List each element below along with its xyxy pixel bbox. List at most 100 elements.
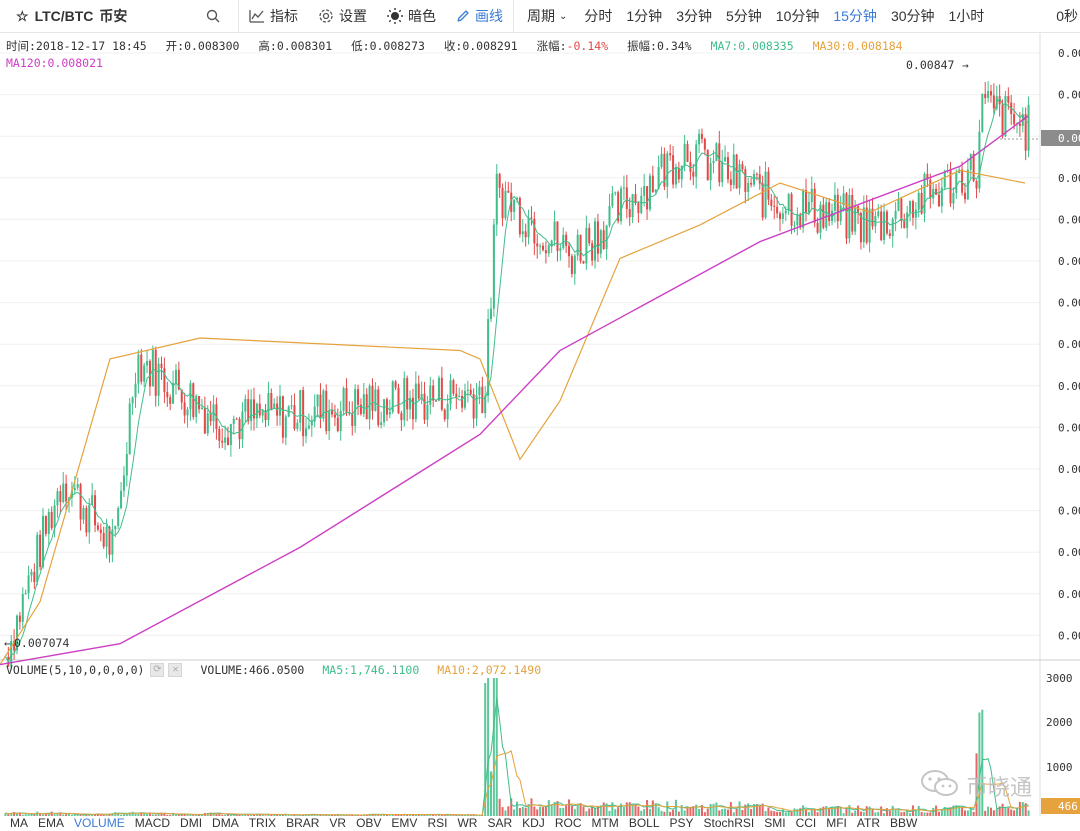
volume-bar — [85, 814, 88, 816]
volume-value: VOLUME:466.0500 — [200, 663, 305, 677]
candle-body — [937, 194, 940, 207]
volume-bar — [620, 803, 623, 816]
volume-bar — [773, 811, 776, 816]
tab-kdj[interactable]: KDJ — [522, 816, 545, 830]
tab-ma[interactable]: MA — [10, 816, 28, 830]
pen-icon — [456, 9, 470, 23]
volume-bar — [293, 814, 296, 816]
tab-smi[interactable]: SMI — [764, 816, 786, 830]
star-icon[interactable]: ☆ — [16, 7, 29, 24]
tab-macd[interactable]: MACD — [134, 816, 171, 830]
tab-dma[interactable]: DMA — [212, 816, 239, 830]
tab-mtm[interactable]: MTM — [591, 816, 619, 830]
volume-bar — [987, 806, 990, 816]
close-icon[interactable]: ✕ — [168, 663, 183, 677]
tab-dmi[interactable]: DMI — [180, 816, 203, 830]
volume-bar — [348, 815, 351, 816]
tab-emv[interactable]: EMV — [391, 816, 418, 830]
candle-body — [568, 245, 571, 257]
tab-psy[interactable]: PSY — [669, 816, 694, 830]
volume-bar — [281, 814, 284, 816]
volume-bar — [264, 815, 267, 816]
volume-bar — [640, 810, 643, 816]
volume-bar — [1015, 807, 1019, 816]
tool-indicator-button[interactable]: 指标 — [239, 6, 308, 26]
candle-body — [137, 354, 140, 384]
candle-body — [383, 399, 386, 423]
candle-body — [744, 169, 747, 192]
candle-body — [955, 173, 958, 193]
candle-body — [536, 243, 539, 247]
tab-cci[interactable]: CCI — [795, 816, 817, 830]
search-icon[interactable] — [206, 9, 238, 23]
candle-body — [160, 363, 163, 369]
period-item[interactable]: 分时 — [584, 8, 613, 24]
refresh-icon[interactable]: ⟳ — [150, 663, 165, 677]
candlestick-chart[interactable]: 0.00 0.00 0.00 0.00 0.00 0.00 0.00 0.00 0.00 0.00… — [0, 33, 1080, 816]
tool-gear-button[interactable]: 设置 — [308, 6, 377, 26]
candle-body — [669, 153, 672, 156]
candle-body — [553, 221, 556, 241]
symbol-selector[interactable]: ☆ LTC/BTC 币安 — [0, 6, 206, 26]
tab-volume[interactable]: VOLUME — [74, 816, 125, 830]
candle-body — [117, 508, 120, 526]
tool-sun-button[interactable]: 暗色 — [377, 6, 446, 26]
candle-body — [148, 361, 151, 387]
tab-roc[interactable]: ROC — [554, 816, 582, 830]
candle-body — [796, 214, 799, 226]
candle-body — [660, 153, 663, 167]
period-item[interactable]: 5分钟 — [725, 8, 762, 24]
volume-bar — [13, 811, 16, 816]
tool-pen-button[interactable]: 画线 — [446, 6, 513, 26]
tab-vr[interactable]: VR — [329, 816, 347, 830]
candle-body — [750, 182, 753, 185]
period-dropdown[interactable]: 周期 ⌄ — [520, 6, 577, 26]
volume-bar — [750, 809, 753, 816]
volume-bar — [498, 798, 501, 816]
volume-bar — [1010, 809, 1013, 816]
tab-trix[interactable]: TRIX — [248, 816, 277, 830]
candle-body — [978, 131, 981, 189]
candle-body — [677, 167, 680, 180]
period-item[interactable]: 1小时 — [948, 8, 985, 24]
period-item[interactable]: 3分钟 — [676, 8, 712, 24]
volume-bar — [125, 813, 128, 816]
tab-sar[interactable]: SAR — [487, 816, 513, 830]
volume-tick-label: 3000 — [1046, 672, 1073, 685]
tab-mfi[interactable]: MFI — [826, 816, 847, 830]
tab-ema[interactable]: EMA — [38, 816, 65, 830]
candle-body — [475, 395, 478, 419]
candle-body — [643, 186, 646, 196]
tab-obv[interactable]: OBV — [356, 816, 382, 830]
volume-bar — [648, 808, 651, 816]
period-item[interactable]: 1分钟 — [626, 8, 663, 24]
volume-bar — [163, 812, 166, 816]
tab-boll[interactable]: BOLL — [628, 816, 660, 830]
period-item[interactable]: 30分钟 — [890, 8, 935, 24]
volume-bar — [82, 815, 85, 816]
candle-body — [484, 395, 487, 414]
volume-bar — [172, 812, 175, 816]
tab-wr[interactable]: WR — [457, 816, 478, 830]
volume-bar — [729, 802, 732, 816]
volume-bar — [848, 805, 851, 816]
candle-body — [267, 393, 270, 421]
tab-atr[interactable]: ATR — [856, 816, 881, 830]
tab-brar[interactable]: BRAR — [286, 816, 320, 830]
tab-rsi[interactable]: RSI — [427, 816, 448, 830]
volume-bar — [88, 813, 91, 816]
candle-body — [91, 495, 94, 505]
countdown: 0秒 — [1056, 8, 1078, 24]
volume-bar — [443, 814, 446, 816]
period-item[interactable]: 10分钟 — [775, 8, 820, 24]
volume-bar — [857, 805, 860, 816]
candle-body — [683, 143, 686, 166]
candle-body — [50, 512, 53, 529]
volume-bar — [380, 814, 383, 816]
period-item[interactable]: 15分钟 — [833, 8, 877, 24]
volume-bar — [594, 808, 597, 816]
candle-body — [556, 221, 559, 251]
tab-bbw[interactable]: BBW — [890, 816, 918, 830]
candle-body — [24, 593, 27, 595]
tab-stochrsi[interactable]: StochRSI — [703, 816, 755, 830]
